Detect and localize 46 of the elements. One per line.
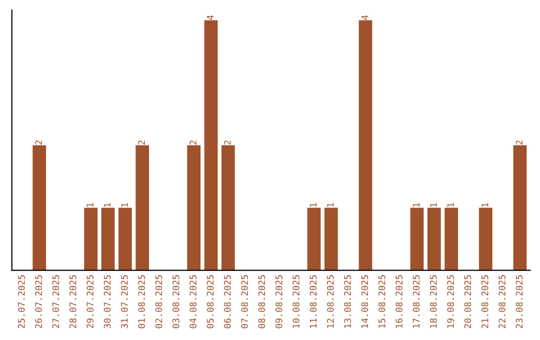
data-label: 1 <box>412 202 420 207</box>
data-label: 2 <box>190 140 196 145</box>
x-tick-label: 30.07.2025 <box>104 275 111 328</box>
x-tick-label: 02.08.2025 <box>155 275 162 328</box>
data-label: 1 <box>104 202 111 207</box>
data-label: 1 <box>327 202 334 207</box>
x-tick-label: 21.08.2025 <box>481 275 488 328</box>
x-tick-label: 18.08.2025 <box>430 275 437 328</box>
x-tick-label: 19.08.2025 <box>447 275 454 328</box>
x-tick-label: 20.08.2025 <box>464 275 472 328</box>
x-tick-label: 16.08.2025 <box>396 275 402 328</box>
data-label: 4 <box>361 15 368 20</box>
x-tick-label: 01.08.2025 <box>138 275 145 328</box>
data-label: 1 <box>310 202 317 207</box>
data-label: 4 <box>206 15 214 20</box>
data-label: 2 <box>516 140 522 145</box>
x-tick-label: 17.08.2025 <box>412 275 420 328</box>
data-label: 2 <box>224 140 231 145</box>
x-tick-label: 13.08.2025 <box>344 275 351 328</box>
x-tick-label: 07.08.2025 <box>241 275 248 328</box>
x-tick-label: 11.08.2025 <box>310 275 317 328</box>
x-tick-label: 22.08.2025 <box>498 275 506 328</box>
x-tick-label: 29.07.2025 <box>86 275 94 328</box>
x-tick-label: 31.07.2025 <box>120 275 128 328</box>
data-label: 1 <box>121 202 128 207</box>
x-tick-label: 26.07.2025 <box>35 275 42 328</box>
x-tick-label: 03.08.2025 <box>172 275 180 328</box>
x-tick-label: 15.08.2025 <box>378 275 386 328</box>
x-tick-label: 23.08.2025 <box>516 275 523 328</box>
x-tick-label: 09.08.2025 <box>275 275 282 328</box>
data-label: 2 <box>35 140 42 145</box>
x-tick-label: 04.08.2025 <box>190 275 196 328</box>
x-tick-label: 05.08.2025 <box>206 275 214 328</box>
x-tick-label: 06.08.2025 <box>224 275 231 328</box>
x-tick-label: 08.08.2025 <box>258 275 266 328</box>
data-label: 1 <box>86 202 94 207</box>
x-tick-label: 27.07.2025 <box>52 275 60 328</box>
x-tick-label: 12.08.2025 <box>326 275 334 328</box>
data-label: 1 <box>482 202 488 207</box>
data-label: 1 <box>430 202 437 207</box>
data-label: 1 <box>447 202 454 207</box>
x-tick-label: 25.07.2025 <box>18 275 25 328</box>
x-tick-label: 28.07.2025 <box>69 275 76 328</box>
x-tick-label: 10.08.2025 <box>292 275 300 328</box>
data-label: 2 <box>138 140 145 145</box>
x-tick-label: 14.08.2025 <box>361 275 368 328</box>
